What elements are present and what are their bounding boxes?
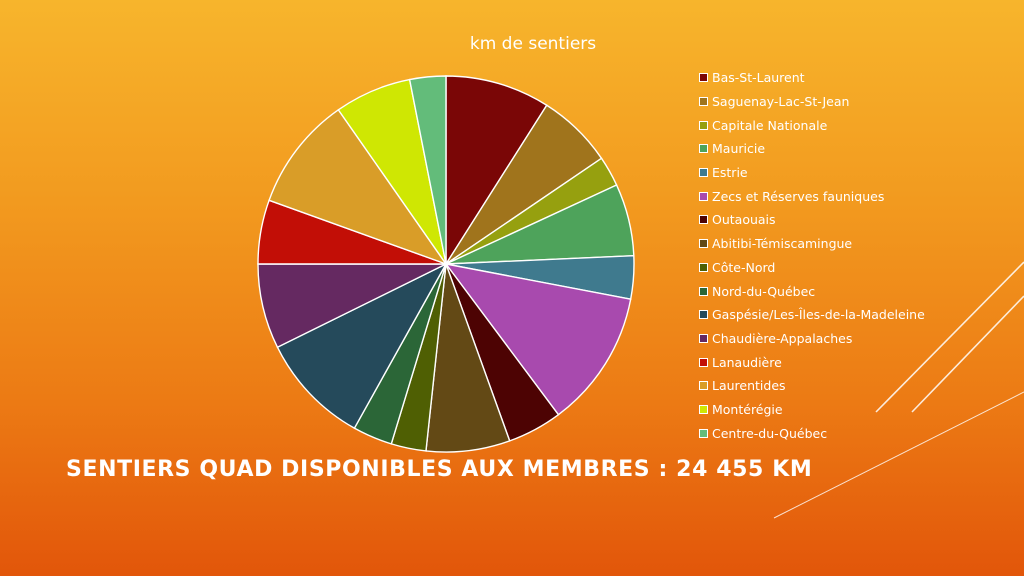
legend-item: Lanaudière bbox=[699, 350, 925, 374]
legend-swatch bbox=[699, 404, 708, 414]
legend-item: Zecs et Réserves fauniques bbox=[699, 184, 925, 208]
pie-slice bbox=[444, 262, 632, 416]
legend-swatch bbox=[699, 73, 708, 83]
legend-swatch bbox=[699, 239, 708, 249]
legend-swatch bbox=[699, 357, 708, 367]
legend-item: Estrie bbox=[699, 161, 925, 185]
legend-label: Capitale Nationale bbox=[712, 117, 828, 133]
pie-slice bbox=[445, 75, 548, 267]
legend-swatch bbox=[699, 144, 708, 154]
legend-swatch bbox=[699, 428, 708, 438]
legend-item: Mauricie bbox=[699, 137, 925, 161]
legend-label: Nord-du-Québec bbox=[712, 283, 816, 299]
legend-item: Capitale Nationale bbox=[699, 113, 925, 137]
legend-swatch bbox=[699, 310, 708, 320]
legend-swatch bbox=[699, 262, 708, 272]
legend-item: Saguenay-Lac-St-Jean bbox=[699, 90, 925, 114]
legend-swatch bbox=[699, 191, 708, 201]
legend-label: Mauricie bbox=[712, 141, 766, 157]
pie-chart bbox=[257, 75, 635, 453]
legend-item: Chaudière-Appalaches bbox=[699, 327, 925, 351]
legend-label: Saguenay-Lac-St-Jean bbox=[712, 94, 850, 110]
legend-swatch bbox=[699, 333, 708, 343]
legend-label: Zecs et Réserves fauniques bbox=[712, 188, 885, 204]
legend-label: Estrie bbox=[712, 165, 748, 181]
slide-heading: SENTIERS QUAD DISPONIBLES AUX MEMBRES : … bbox=[66, 457, 813, 482]
legend-swatch bbox=[699, 215, 708, 225]
chart-legend: Bas-St-Laurent Saguenay-Lac-St-Jean Capita… bbox=[699, 66, 925, 445]
decorative-line bbox=[911, 295, 1024, 413]
legend-label: Gaspésie/Les-Îles-de-la-Madeleine bbox=[712, 307, 925, 323]
legend-label: Bas-St-Laurent bbox=[712, 70, 805, 86]
legend-item: Bas-St-Laurent bbox=[699, 66, 925, 90]
legend-label: Lanaudière bbox=[712, 354, 782, 370]
pie-slice bbox=[276, 262, 448, 430]
legend-item: Côte-Nord bbox=[699, 256, 925, 280]
legend-label: Côte-Nord bbox=[712, 259, 776, 275]
legend-label: Centre-du-Québec bbox=[712, 425, 828, 441]
legend-swatch bbox=[699, 381, 708, 391]
legend-label: Laurentides bbox=[712, 378, 786, 394]
legend-item: Gaspésie/Les-Îles-de-la-Madeleine bbox=[699, 303, 925, 327]
legend-swatch bbox=[699, 168, 708, 178]
pie-slice bbox=[268, 108, 448, 266]
legend-swatch bbox=[699, 286, 708, 296]
legend-label: Abitibi-Témiscamingue bbox=[712, 236, 853, 252]
legend-item: Outaouais bbox=[699, 208, 925, 232]
legend-item: Montérégie bbox=[699, 398, 925, 422]
legend-item: Abitibi-Témiscamingue bbox=[699, 232, 925, 256]
legend-swatch bbox=[699, 120, 708, 130]
chart-title: km de sentiers bbox=[469, 34, 597, 54]
legend-label: Chaudière-Appalaches bbox=[712, 330, 853, 346]
legend-item: Laurentides bbox=[699, 374, 925, 398]
pie-slice bbox=[408, 75, 447, 265]
legend-label: Montérégie bbox=[712, 401, 783, 417]
legend-item: Centre-du-Québec bbox=[699, 421, 925, 445]
legend-swatch bbox=[699, 97, 708, 107]
legend-item: Nord-du-Québec bbox=[699, 279, 925, 303]
legend-label: Outaouais bbox=[712, 212, 776, 228]
